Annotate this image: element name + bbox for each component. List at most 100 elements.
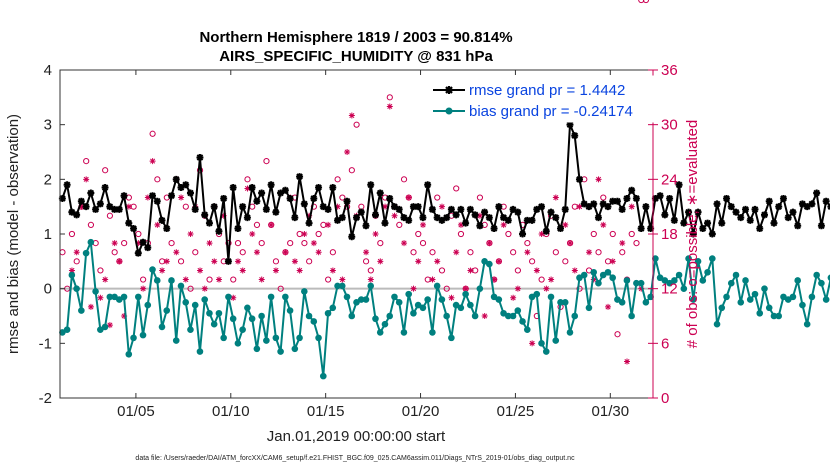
obs-evaluated-marker: [182, 276, 189, 283]
bias-point: [301, 288, 308, 295]
x-tick-label: 01/15: [307, 403, 345, 420]
y-tick-label: 0: [44, 281, 52, 298]
bias-point: [685, 255, 692, 262]
bias-point: [775, 312, 783, 320]
obs-evaluated-marker: [462, 285, 469, 292]
obs-evaluated-marker: [106, 322, 113, 329]
rmse-point: [191, 205, 199, 213]
rmse-point: [296, 173, 304, 181]
obs-possible-marker: [102, 167, 109, 174]
obs-possible-marker: [121, 240, 128, 247]
bias-point: [405, 290, 412, 298]
rmse-point: [153, 197, 161, 205]
obs-possible-marker: [253, 221, 261, 228]
rmse-point: [651, 194, 659, 202]
bias-point: [82, 249, 90, 257]
rmse-point: [277, 189, 285, 197]
bias-point: [609, 274, 616, 282]
obs-evaluated-marker: [429, 276, 436, 283]
bias-point: [286, 307, 294, 314]
bias-point: [675, 271, 683, 279]
rmse-point: [471, 211, 479, 219]
x-tick-label: 01/05: [117, 403, 155, 420]
rmse-line: [61, 123, 830, 263]
bias-point: [168, 277, 175, 284]
obs-evaluated-marker: [609, 258, 616, 265]
obs-possible-marker: [453, 185, 460, 192]
rmse-point: [253, 197, 261, 205]
rmse-point: [130, 225, 138, 233]
bias-point: [509, 312, 517, 320]
bias-point: [372, 315, 379, 323]
obs-evaluated-marker: [348, 112, 355, 119]
bias-point: [808, 293, 816, 301]
rmse-point: [433, 214, 441, 222]
obs-possible-marker: [135, 230, 142, 238]
obs-evaluated-marker: [543, 285, 550, 292]
rmse-point: [139, 238, 147, 246]
rmse-point: [685, 208, 693, 216]
chart-subtitle: AIRS_SPECIFIC_HUMIDITY @ 831 hPa: [219, 48, 493, 65]
bias-point: [680, 285, 688, 292]
rmse-point: [77, 197, 85, 205]
rmse-point: [756, 225, 764, 233]
obs-evaluated-marker: [363, 249, 370, 256]
bias-point: [443, 312, 450, 320]
bias-line: [61, 241, 830, 378]
bias-point: [244, 304, 251, 312]
rmse-point: [723, 194, 731, 202]
rmse-point: [367, 181, 375, 189]
obs-evaluated-marker: [73, 249, 80, 256]
rmse-point: [158, 216, 166, 224]
obs-possible-marker: [400, 176, 408, 183]
rmse-point: [561, 205, 569, 213]
obs-possible-marker: [73, 258, 80, 265]
bias-point: [201, 296, 208, 303]
legend-bias-label: bias grand pr = -0.24174: [469, 103, 633, 120]
obs-possible-marker: [638, 0, 645, 4]
obs-evaluated-marker: [230, 294, 237, 301]
rmse-point: [727, 203, 735, 211]
obs-possible-marker: [106, 212, 114, 219]
bias-point: [130, 334, 137, 342]
rmse-point: [490, 225, 498, 233]
rmse-point: [585, 203, 593, 211]
rmse-point: [400, 214, 408, 222]
rmse-point: [243, 214, 251, 222]
obs-evaluated-marker: [595, 176, 602, 183]
obs-evaluated-marker: [144, 194, 151, 201]
bias-point: [718, 304, 726, 312]
obs-possible-marker: [590, 230, 597, 238]
obs-evaluated-marker: [253, 249, 260, 256]
obs-evaluated-marker: [567, 240, 574, 247]
rmse-point: [424, 181, 432, 189]
obs-possible-marker: [234, 240, 242, 247]
bias-point: [827, 274, 830, 281]
obs-evaluated-marker: [453, 249, 460, 256]
bias-point: [438, 296, 446, 303]
obs-possible-marker: [415, 230, 422, 238]
obs-evaluated-marker: [334, 203, 341, 210]
bias-point: [637, 279, 645, 287]
obs-evaluated-marker: [121, 313, 128, 319]
rmse-point: [495, 203, 503, 211]
obs-possible-marker: [609, 230, 616, 238]
obs-possible-marker: [510, 249, 517, 256]
obs-evaluated-marker: [282, 249, 289, 256]
rmse-point: [163, 225, 171, 233]
obs-possible-marker: [514, 267, 521, 274]
bias-point: [220, 334, 227, 342]
rmse-point: [371, 211, 379, 219]
obs-possible-marker: [600, 194, 607, 201]
rmse-point: [182, 181, 190, 189]
rmse-point: [742, 205, 750, 213]
rmse-point: [509, 205, 517, 213]
obs-evaluated-marker: [301, 231, 308, 237]
bias-point: [590, 268, 597, 276]
y-right-tick-label: 36: [661, 62, 678, 79]
bias-point: [163, 307, 171, 314]
obs-possible-marker: [410, 249, 417, 256]
rmse-point: [661, 211, 669, 219]
bias-point: [633, 279, 640, 287]
